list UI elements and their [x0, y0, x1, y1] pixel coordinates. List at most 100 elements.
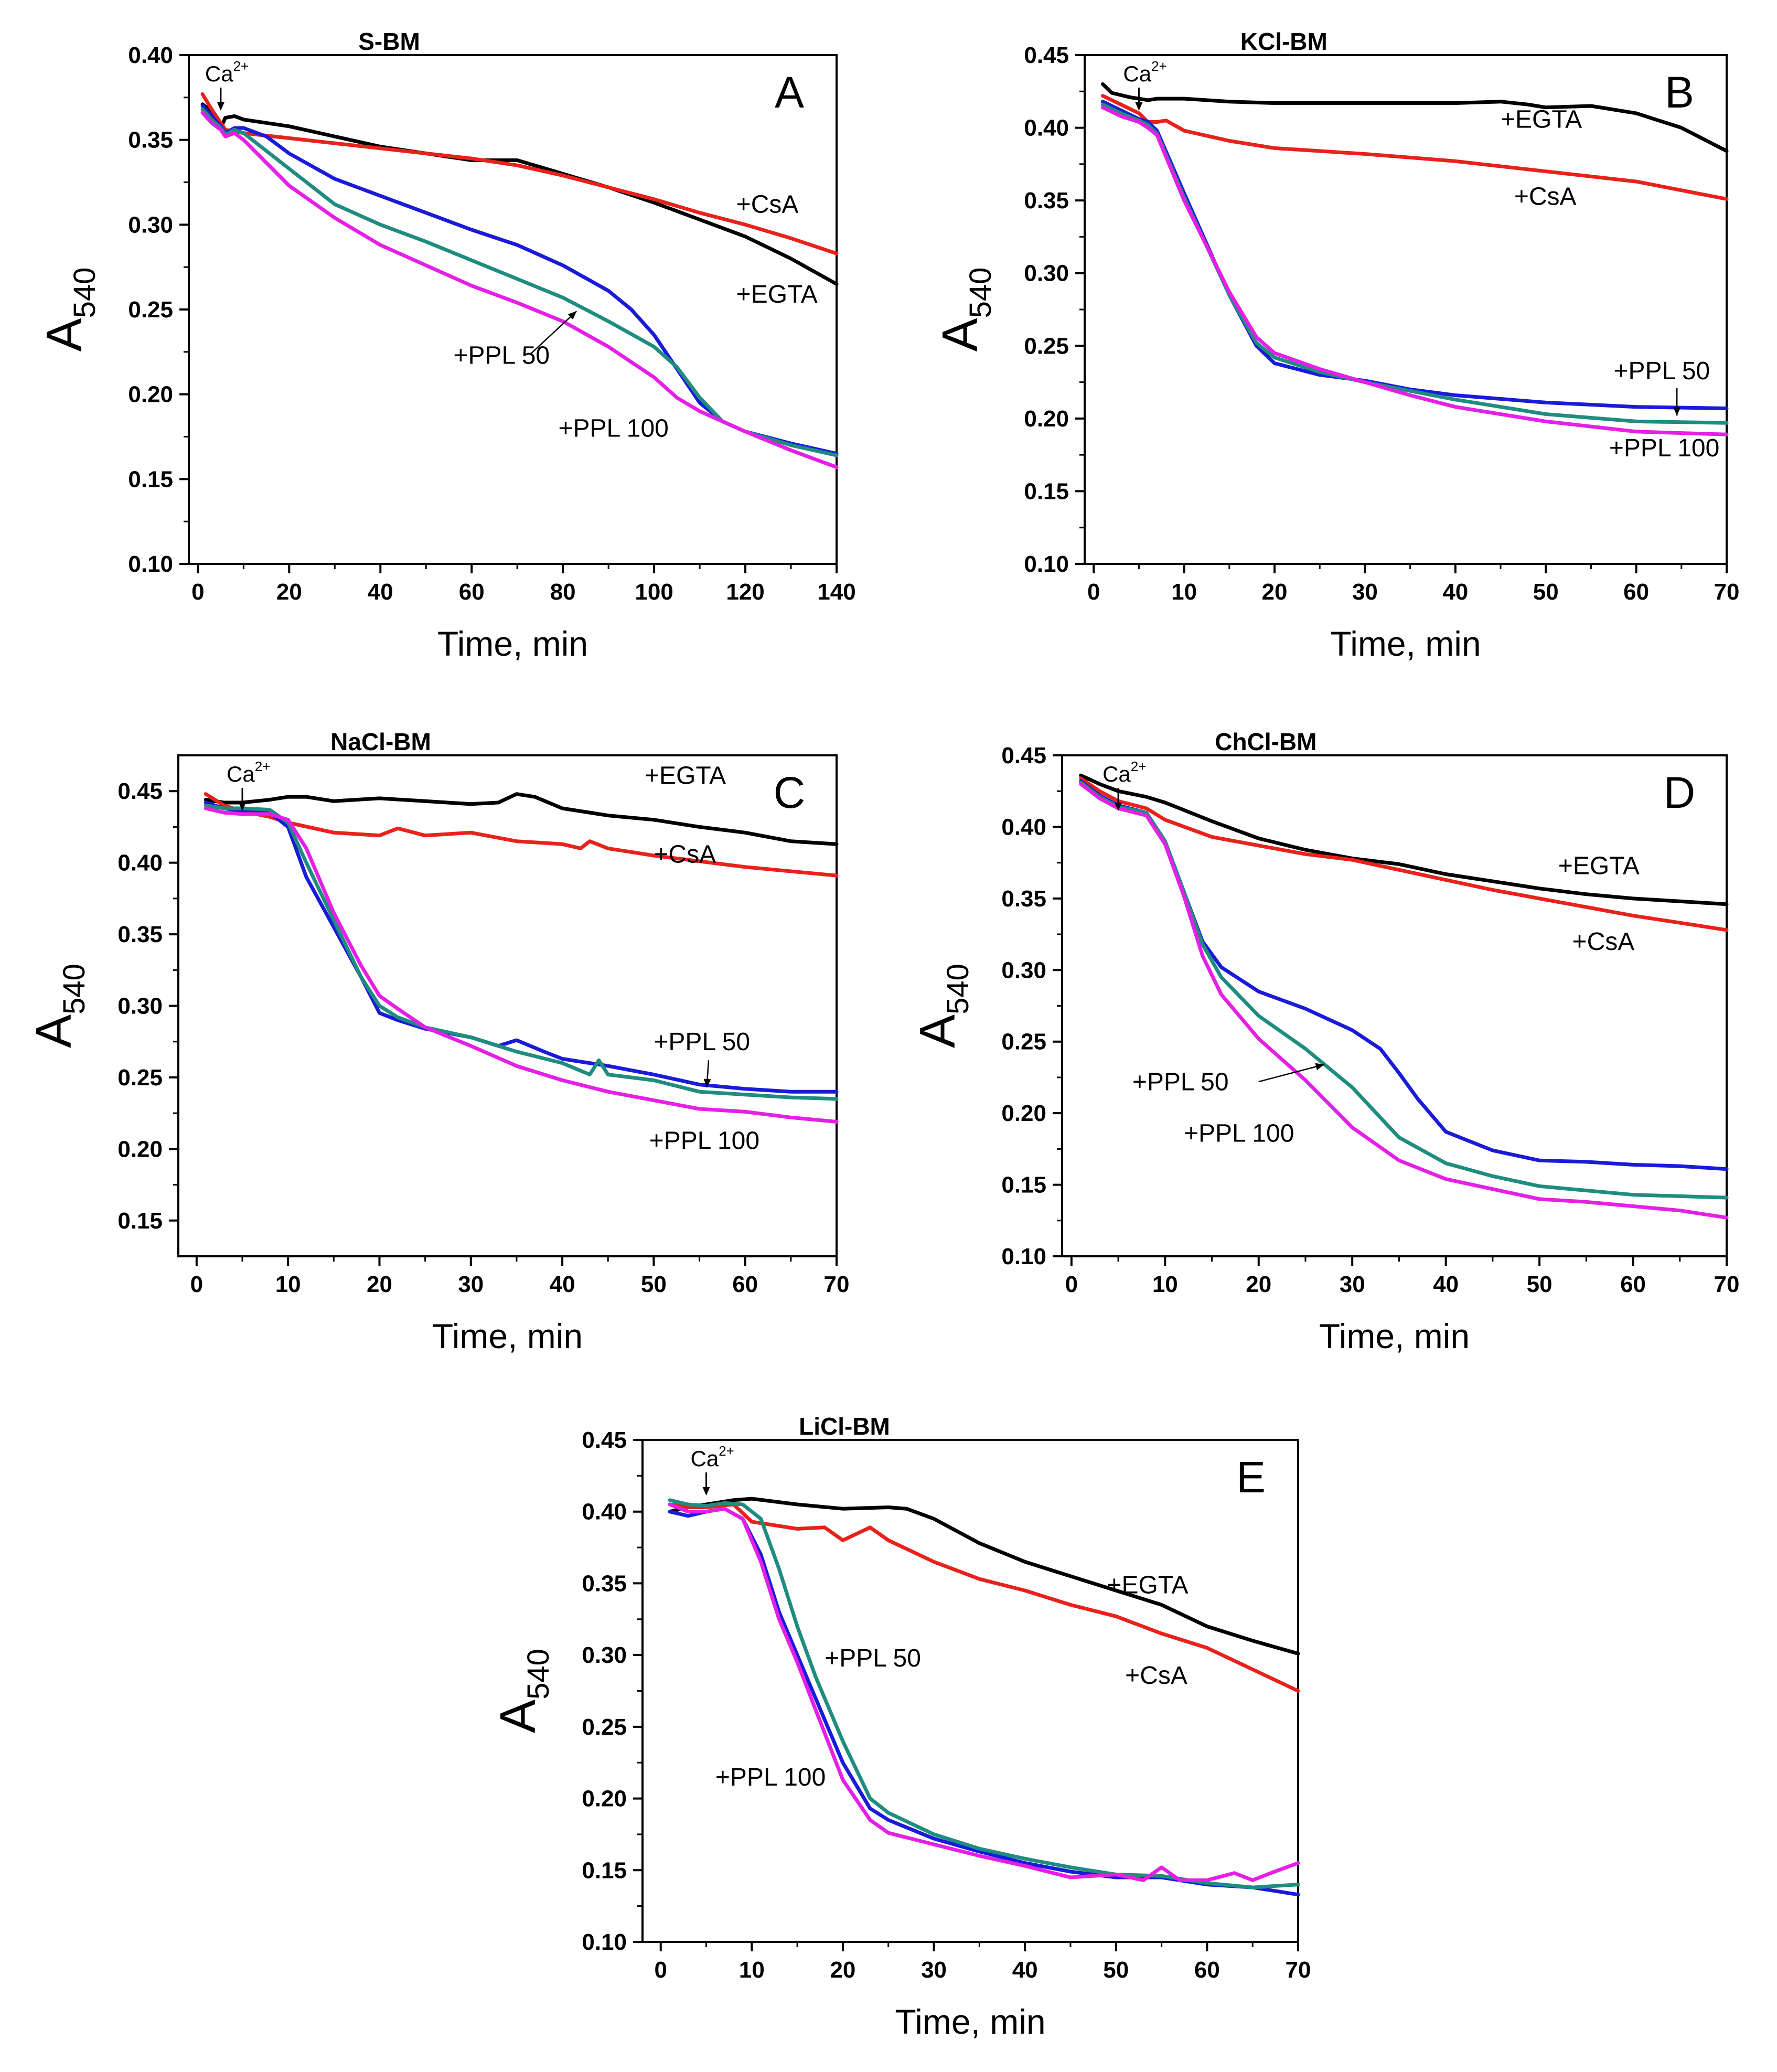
x-tick-label: 20 — [830, 1957, 855, 1983]
y-tick-label: 0.45 — [1001, 743, 1046, 768]
y-tick-label: 0.15 — [117, 1208, 163, 1234]
panel-title: NaCl-BM — [330, 728, 431, 755]
y-tick-label: 0.35 — [1001, 886, 1046, 912]
y-tick-label: 0.45 — [582, 1427, 627, 1453]
series-annotation: +CsA — [654, 841, 716, 869]
x-tick-label: 20 — [276, 579, 302, 605]
y-tick-label: 0.35 — [128, 127, 173, 153]
y-tick-label: 0.10 — [582, 1929, 627, 1955]
y-axis-title-sub: 540 — [941, 964, 975, 1014]
plot-frame — [188, 54, 838, 565]
x-tick-label: 0 — [1065, 1272, 1078, 1297]
y-tick-label: 0.25 — [1001, 1029, 1046, 1055]
series-line — [200, 108, 839, 457]
x-tick-label: 70 — [824, 1272, 850, 1297]
y-tick-label: 0.20 — [117, 1136, 163, 1162]
panel-title: KCl-BM — [1240, 28, 1328, 55]
x-tick-label: 80 — [550, 579, 576, 605]
x-tick-label: 40 — [1012, 1957, 1038, 1983]
y-axis-title-main: A — [26, 1014, 82, 1048]
series-line — [1079, 781, 1729, 1200]
series-annotation: +CsA — [1572, 928, 1635, 956]
series-annotation: +PPL 50 — [654, 1028, 750, 1056]
series-line — [668, 1502, 1300, 1882]
y-tick-label: 0.20 — [1001, 1101, 1046, 1126]
x-tick-label: 10 — [1152, 1272, 1178, 1297]
y-tick-label: 0.30 — [582, 1642, 627, 1668]
x-tick-label: 60 — [1623, 579, 1649, 605]
y-axis-title: A540 — [909, 964, 975, 1048]
calcium-marker-base: Ca — [1102, 762, 1131, 786]
series-annotation: +EGTA — [1558, 852, 1640, 880]
series-line — [204, 806, 839, 1124]
panel-e: 0 10 20 30 40 50 60 70 0.10 0.15 0.20 0.25 0.30 0.35 0… — [490, 1413, 1311, 2041]
series-line — [204, 792, 839, 878]
y-tick-label: 0.35 — [582, 1571, 627, 1596]
y-tick-label: 0.35 — [117, 922, 163, 947]
panel-b: 0 10 20 30 40 50 60 70 0.10 0.15 0.20 0.25 0.30 0.35 0… — [932, 28, 1739, 663]
series-annotation: +CsA — [1125, 1662, 1187, 1690]
x-tick-label: 70 — [1714, 1272, 1740, 1297]
series-line — [200, 111, 839, 469]
series-annotation: +PPL 100 — [558, 415, 668, 443]
panel-title: S-BM — [358, 28, 420, 55]
series-annotation: +PPL 50 — [1614, 357, 1710, 385]
y-tick-label: 0.20 — [1024, 406, 1069, 432]
x-tick-label: 60 — [459, 579, 485, 605]
series-line — [1079, 776, 1729, 932]
y-tick-label: 0.25 — [128, 297, 173, 323]
x-tick-label: 70 — [1286, 1957, 1311, 1983]
y-axis-title-main: A — [909, 1014, 966, 1048]
y-axis-title-main: A — [932, 318, 988, 351]
y-axis-title: A540 — [36, 268, 102, 352]
series-annotation: +PPL 100 — [649, 1127, 759, 1155]
y-axis-title-sub: 540 — [57, 964, 91, 1014]
calcium-marker-sup: 2+ — [233, 58, 249, 74]
x-axis-title: Time, min — [1330, 624, 1481, 663]
y-tick-label: 0.30 — [128, 212, 173, 238]
calcium-marker-arrow-head — [702, 1487, 710, 1496]
y-tick-label: 0.20 — [582, 1786, 627, 1812]
panel-c: 0 10 20 30 40 50 60 70 0.15 0.20 0.25 0.30 0.35 0.40 0… — [26, 728, 849, 1355]
x-tick-label: 20 — [1246, 1272, 1271, 1297]
plot-frame — [1061, 754, 1728, 1257]
y-axis-title-sub: 540 — [964, 268, 998, 318]
panel-letter: A — [775, 68, 804, 117]
series-annotation: +EGTA — [1501, 106, 1582, 134]
series-line — [1101, 102, 1729, 425]
y-tick-label: 0.20 — [128, 382, 173, 408]
x-tick-label: 30 — [921, 1957, 947, 1983]
x-tick-label: 0 — [190, 1272, 203, 1297]
y-tick-label: 0.40 — [1024, 115, 1069, 141]
series-line — [204, 792, 839, 846]
calcium-marker-base: Ca — [691, 1446, 719, 1471]
y-axis-title-sub: 540 — [521, 1649, 555, 1700]
y-tick-label: 0.10 — [128, 551, 173, 577]
x-tick-label: 40 — [1442, 579, 1468, 605]
x-axis-title: Time, min — [1319, 1317, 1470, 1355]
calcium-marker-label: Ca2+ — [1123, 58, 1166, 86]
y-tick-label: 0.40 — [1001, 814, 1046, 840]
y-tick-label: 0.15 — [582, 1857, 627, 1883]
x-tick-label: 100 — [635, 579, 673, 605]
series-line — [668, 1497, 1300, 1656]
x-axis-title: Time, min — [432, 1317, 583, 1355]
calcium-marker-sup: 2+ — [1131, 759, 1147, 774]
y-tick-label: 0.10 — [1024, 551, 1069, 577]
x-tick-label: 40 — [550, 1272, 575, 1297]
annotation-arrow-line — [1258, 1064, 1324, 1083]
series-annotation: +EGTA — [736, 281, 818, 308]
x-tick-label: 60 — [1194, 1957, 1220, 1983]
calcium-marker-sup: 2+ — [1151, 58, 1167, 74]
y-tick-label: 0.40 — [128, 42, 173, 68]
y-axis-title-sub: 540 — [68, 268, 102, 318]
annotation-arrow-head — [568, 311, 577, 320]
y-axis-title: A540 — [26, 964, 91, 1048]
y-tick-label: 0.15 — [128, 466, 173, 492]
annotation-arrow-head — [1315, 1063, 1324, 1071]
calcium-marker-arrow-head — [1135, 102, 1143, 111]
series-line — [668, 1498, 1300, 1889]
x-tick-label: 70 — [1714, 579, 1740, 605]
y-tick-label: 0.30 — [1024, 261, 1069, 286]
